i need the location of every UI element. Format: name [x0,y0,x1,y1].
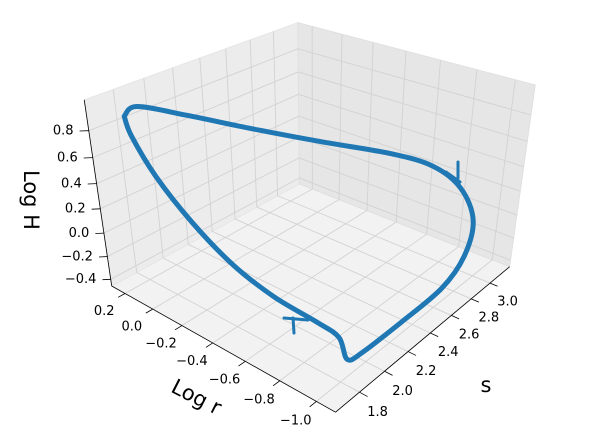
grid-line [316,259,493,402]
x-tick-label: 2.6 [459,327,480,342]
tick-mark [471,298,480,303]
z-tick-label: 0.4 [61,177,82,192]
tick-mark [451,315,460,320]
tick-mark [489,282,498,287]
y-tick-label: −1.0 [280,413,312,428]
y-tick-label: −0.6 [209,373,241,388]
grid-line [124,188,313,294]
grid-line [136,271,360,393]
grid-line [234,218,452,316]
direction-arrows [282,160,462,335]
grid-line [298,157,514,239]
grid-line [212,221,397,344]
grid-line [188,243,409,352]
tick-mark [238,360,246,367]
grid-line [298,71,528,142]
x-tick-label: 1.8 [367,405,388,420]
z-axis-label: Log H [19,170,43,230]
grid-line [107,157,300,257]
z-tick-label: −0.2 [61,249,93,264]
tick-mark [272,380,281,387]
grid-line [297,48,532,116]
x-axis-line [335,266,510,413]
panes [83,21,536,413]
x-tick-label: 2.0 [392,384,413,399]
y-tick-label: −0.4 [176,354,208,369]
grid-line [245,233,427,362]
grid-line [103,136,300,234]
x-tick-label: 2.2 [416,364,437,379]
grid-line [395,51,407,223]
arrow [282,316,310,335]
grid-line [162,257,385,372]
grid-line [256,206,472,300]
axes: 1.82.02.22.42.62.83.00.20.0−0.2−0.4−0.6−… [53,99,518,428]
grid-line [299,177,511,261]
grid-line [338,34,343,200]
grid-line [273,31,279,196]
tick-mark [407,351,417,356]
z-tick-label: 0.0 [69,226,90,241]
plot [121,103,476,363]
tick-mark [430,332,439,337]
z-tick-label: 0.6 [57,150,78,165]
grid-line [298,136,518,216]
z-tick-label: 0.2 [65,202,86,217]
grid-line [298,115,521,192]
z-tick-label: 0.8 [53,123,74,138]
x-tick-label: 3.0 [497,295,518,310]
y-tick-label: 0.0 [122,320,143,335]
arrow [444,160,462,184]
data-line [121,103,476,363]
y-axis-line [111,285,336,413]
grid-line [199,58,213,232]
x-axis-label: s [481,373,492,397]
z-tick-label: −0.4 [65,272,97,287]
grid-line [426,60,441,235]
tick-mark [309,401,317,408]
y-tick-label: 0.2 [94,304,115,319]
grid-line [366,42,374,211]
grid-line [279,246,459,382]
z-axis-line [83,99,113,287]
tick-mark [174,325,183,331]
x-tick-label: 2.4 [438,345,459,360]
grid-line [249,39,258,208]
grid-line [96,93,299,185]
grid-line [225,48,236,219]
tick-mark [359,391,368,397]
grid-line [212,230,431,334]
x-tick-label: 2.8 [479,311,500,326]
grid-line [110,177,300,280]
y-tick-label: −0.2 [145,336,177,351]
grid-line [181,210,368,326]
grid-line [152,199,340,310]
tick-mark [205,342,213,348]
tick-mark [145,308,153,314]
y-tick-label: −0.8 [243,392,275,407]
grid [88,26,532,402]
grid-line [298,93,524,168]
tick-mark [117,293,126,298]
tick-mark [384,370,393,376]
